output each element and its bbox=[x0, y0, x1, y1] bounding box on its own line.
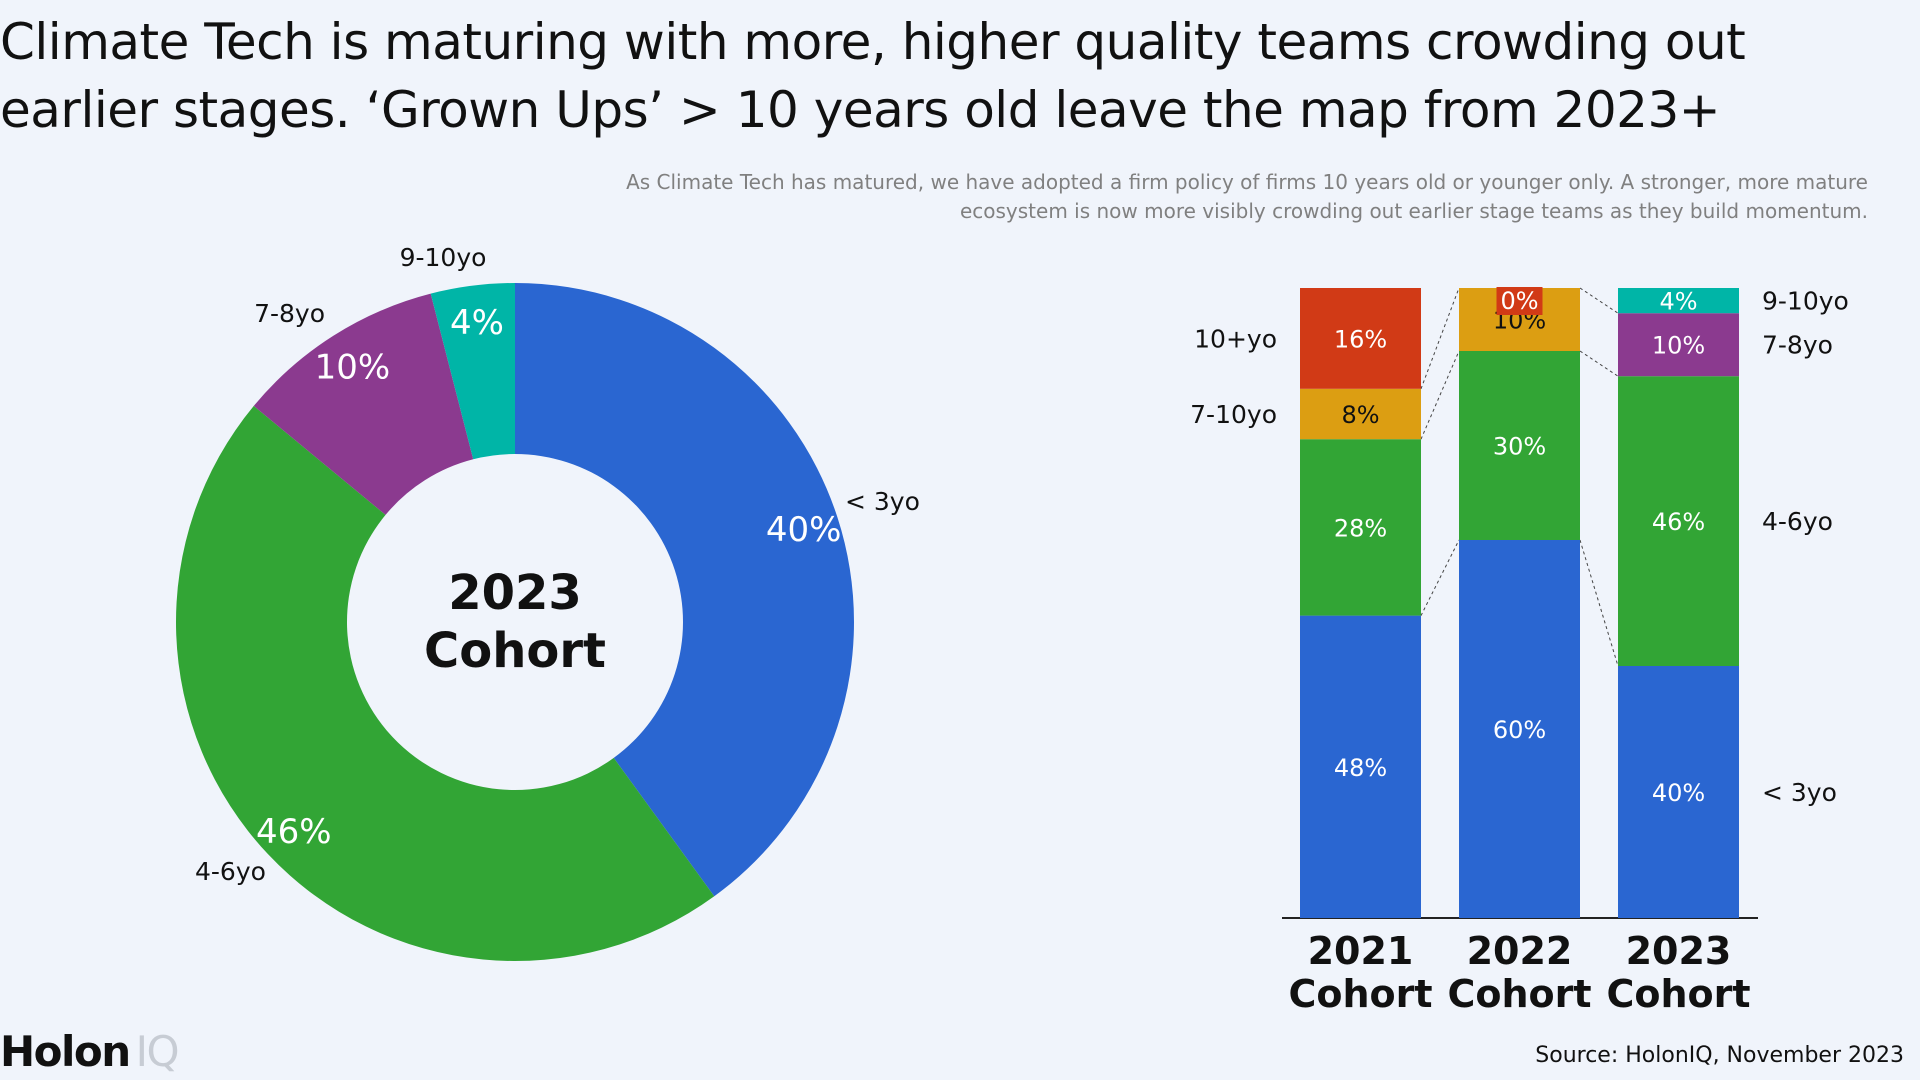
bar-1-segment-lt-3yo bbox=[1300, 615, 1421, 918]
donut-value-4-6yo: 46% bbox=[256, 812, 332, 852]
bar-category-year-1: 2021 bbox=[1308, 929, 1414, 973]
donut-slice-7-8yo bbox=[253, 293, 474, 515]
bar-1-segment-10plusyo bbox=[1300, 288, 1421, 389]
bar-2-segment-4-6yo bbox=[1459, 351, 1580, 540]
bar-right-label-7-8yo: 7-8yo bbox=[1762, 331, 1833, 360]
bar-3-segment-9-10yo-value: 4% bbox=[1659, 288, 1697, 316]
bar-connector-1-1 bbox=[1420, 539, 1460, 616]
chart-subtitle: As Climate Tech has matured, we have ado… bbox=[626, 170, 1868, 223]
donut-category-lt-3yo: < 3yo bbox=[845, 487, 920, 516]
bar-1-segment-10plusyo-value: 16% bbox=[1334, 325, 1387, 353]
donut-category-4-6yo: 4-6yo bbox=[195, 857, 266, 886]
bar-connector-1-2 bbox=[1420, 350, 1460, 440]
bar-right-label-lt-3yo: < 3yo bbox=[1762, 778, 1837, 807]
bar-2-segment-4-6yo-value: 30% bbox=[1493, 433, 1546, 461]
logo-bold-text: Holon bbox=[0, 1027, 131, 1076]
bar-category-cohort-2: Cohort bbox=[1447, 972, 1591, 1016]
bar-1-segment-7-10yo bbox=[1300, 388, 1421, 440]
bar-category-year-2: 2022 bbox=[1467, 929, 1573, 973]
bar-2-segment-10plusyo-badge bbox=[1496, 287, 1543, 315]
bar-1-segment-4-6yo-value: 28% bbox=[1334, 514, 1387, 542]
bar-right-label-4-6yo: 4-6yo bbox=[1762, 507, 1833, 536]
donut-center-cohort: Cohort bbox=[424, 623, 606, 679]
donut-slice-lt-3yo bbox=[515, 283, 855, 897]
bar-connector-2-2 bbox=[1579, 350, 1619, 377]
source-note: Source: HolonIQ, November 2023 bbox=[1535, 1043, 1904, 1068]
bar-left-label-7-10yo: 7-10yo bbox=[1190, 400, 1277, 429]
bar-3-segment-4-6yo bbox=[1618, 376, 1739, 666]
holoniq-logo: Holon IQ bbox=[0, 1027, 180, 1076]
logo-light-text: IQ bbox=[135, 1027, 180, 1076]
donut-value-9-10yo: 4% bbox=[450, 303, 504, 343]
bar-3-segment-lt-3yo bbox=[1618, 666, 1739, 918]
bar-3-segment-9-10yo bbox=[1618, 288, 1739, 314]
bar-1-segment-4-6yo bbox=[1300, 439, 1421, 616]
donut-category-9-10yo: 9-10yo bbox=[400, 243, 487, 272]
donut-center-year: 2023 bbox=[448, 565, 582, 621]
bar-3-segment-7-8yo bbox=[1618, 313, 1739, 377]
bar-1-segment-lt-3yo-value: 48% bbox=[1334, 754, 1387, 782]
bar-connector-2-1 bbox=[1579, 539, 1619, 667]
donut-value-7-8yo: 10% bbox=[315, 348, 391, 388]
bar-category-year-3: 2023 bbox=[1626, 929, 1732, 973]
bar-2-segment-lt-3yo bbox=[1459, 540, 1580, 918]
donut-category-7-8yo: 7-8yo bbox=[254, 299, 325, 328]
bar-right-label-9-10yo: 9-10yo bbox=[1762, 287, 1849, 316]
bar-2-segment-lt-3yo-value: 60% bbox=[1493, 716, 1546, 744]
donut-value-lt-3yo: 40% bbox=[766, 510, 842, 550]
bar-3-segment-lt-3yo-value: 40% bbox=[1652, 779, 1705, 807]
bar-2-segment-10plusyo-value: 0% bbox=[1500, 287, 1538, 315]
bar-3-segment-4-6yo-value: 46% bbox=[1652, 508, 1705, 536]
bar-1-segment-7-10yo-value: 8% bbox=[1341, 401, 1379, 429]
chart-title: Climate Tech is maturing with more, high… bbox=[0, 13, 1746, 139]
bar-connector-1-3 bbox=[1420, 287, 1460, 389]
bar-category-cohort-3: Cohort bbox=[1606, 972, 1750, 1016]
bar-left-label-10plusyo: 10+yo bbox=[1194, 324, 1277, 353]
bar-connector-2-3 bbox=[1579, 287, 1619, 314]
donut-slice-4-6yo bbox=[175, 405, 715, 962]
bar-category-cohort-1: Cohort bbox=[1288, 972, 1432, 1016]
bar-3-segment-7-8yo-value: 10% bbox=[1652, 332, 1705, 360]
donut-slice-9-10yo bbox=[430, 283, 515, 460]
